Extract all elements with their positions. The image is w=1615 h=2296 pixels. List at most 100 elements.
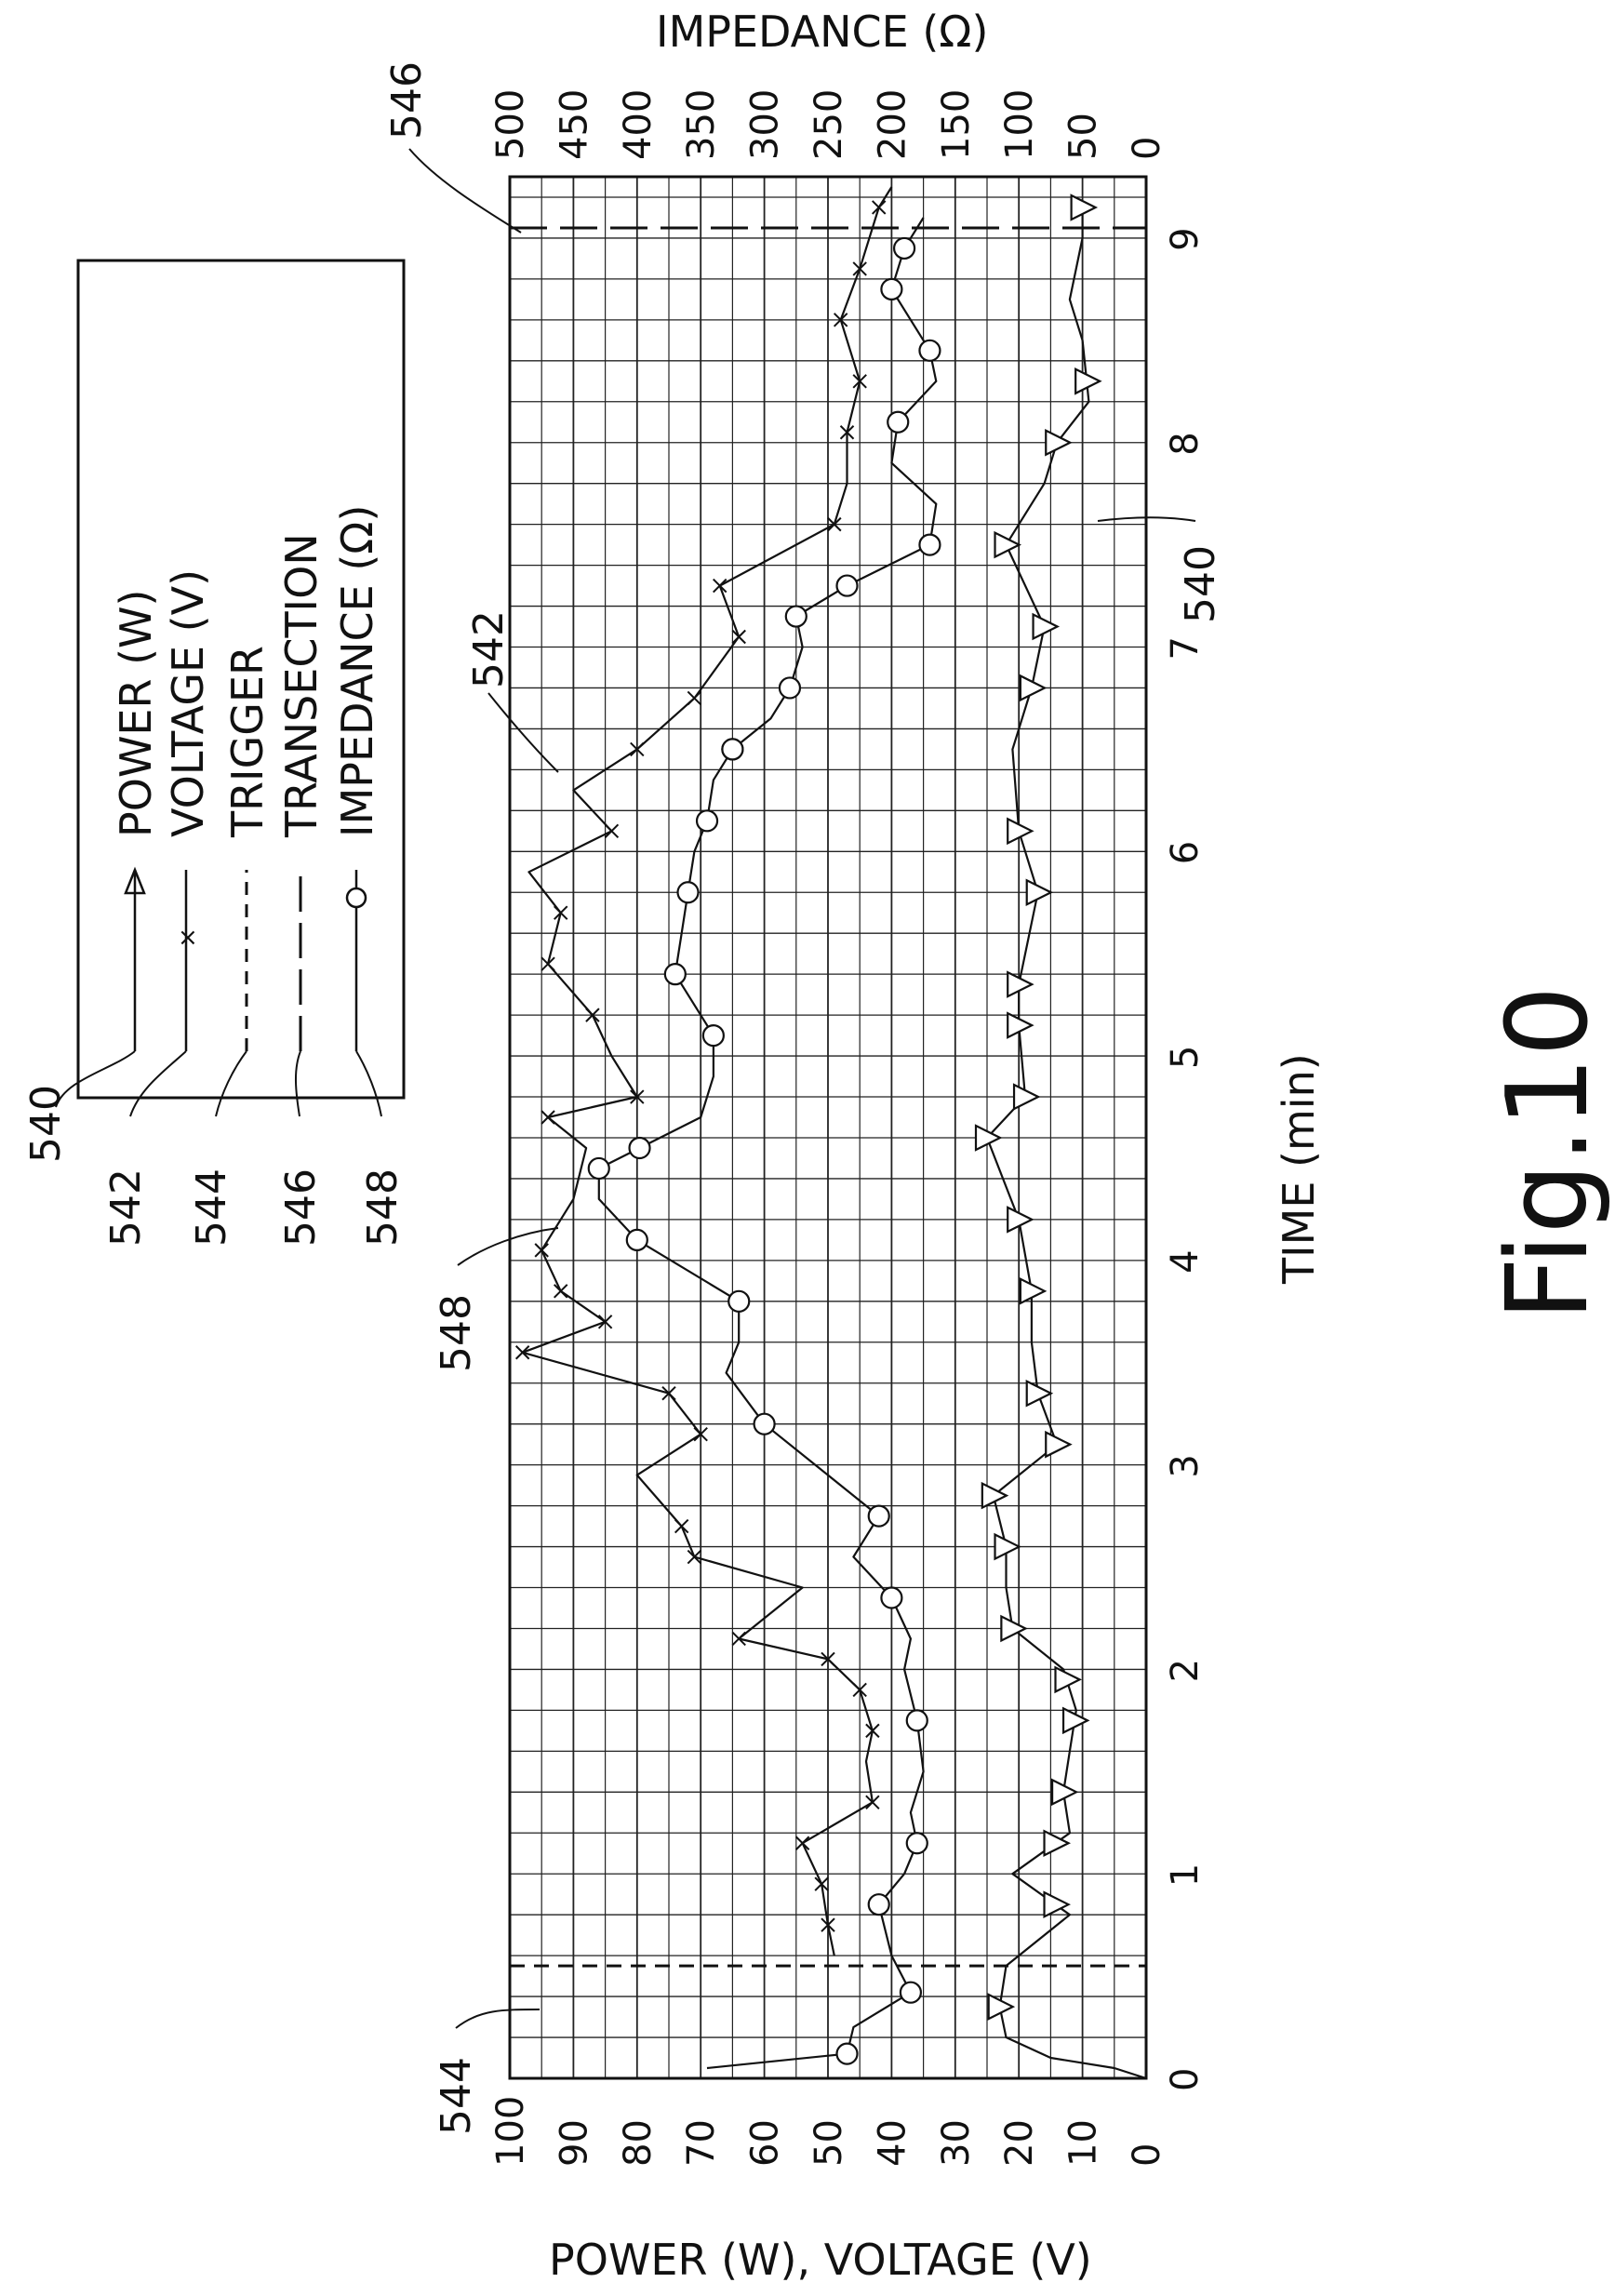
y-left-tick-label: 70 — [680, 2119, 723, 2167]
impedance-point — [665, 964, 686, 984]
ref-540-legend: 540 — [22, 1085, 70, 1163]
legend-label-voltage: VOLTAGE (V) — [163, 569, 213, 837]
series-layer — [516, 187, 1146, 2078]
y-left-tick-label: 50 — [808, 2119, 850, 2167]
legend-label-transection: TRANSECTION — [276, 533, 327, 838]
ref-548-plot: 548 — [433, 1294, 480, 1372]
impedance-point — [678, 882, 699, 902]
ref-542-legend: 542 — [102, 1168, 150, 1247]
impedance-point — [589, 1158, 609, 1179]
ref-546-top: 546 — [383, 61, 431, 140]
x-tick-label: 3 — [1164, 1454, 1207, 1477]
y-left-tick-label: 10 — [1062, 2119, 1105, 2167]
y-right-tick-label: 300 — [744, 89, 787, 160]
plot-area: 0 10 20 30 40 50 60 70 80 90 100 0 50 100 150 200 250 300… — [489, 89, 1207, 2167]
impedance-point — [837, 2044, 858, 2064]
y-right-tick-label: 100 — [998, 89, 1041, 160]
legend-label-trigger: TRIGGER — [222, 646, 273, 838]
impedance-point — [627, 1230, 647, 1250]
y-left-tick-label: 30 — [935, 2119, 978, 2167]
voltage-point — [605, 824, 618, 837]
power-point — [1046, 1433, 1070, 1457]
voltage-point — [554, 1285, 567, 1298]
power-point — [995, 533, 1020, 557]
y-right-tick-label: 500 — [489, 89, 532, 160]
y-left-tick-label: 0 — [1126, 2143, 1168, 2167]
impedance-point — [869, 1894, 889, 1915]
figure-label: Fig.10 — [1484, 985, 1613, 1321]
x-tick-label: 9 — [1164, 227, 1207, 250]
y-right-tick-label: 50 — [1062, 113, 1105, 160]
power-point — [1045, 1892, 1069, 1916]
power-point — [1034, 615, 1058, 639]
legend-label-power: POWER (W) — [111, 590, 161, 837]
y-right-tick-label: 150 — [935, 89, 978, 160]
y-right-tick-label: 400 — [617, 89, 660, 160]
y-right-tick-label: 200 — [871, 89, 914, 160]
ref-544-plot: 544 — [433, 2057, 480, 2135]
legend-entry-power: POWER (W) 540 — [22, 590, 161, 1163]
x-marker-icon: × — [178, 924, 198, 952]
impedance-point — [894, 238, 914, 259]
impedance-point — [780, 677, 800, 698]
y-right-tick-label: 0 — [1126, 137, 1168, 160]
power-point — [1056, 1667, 1080, 1691]
x-tick-label: 8 — [1164, 432, 1207, 455]
impedance-point — [786, 607, 807, 627]
impedance-point — [697, 810, 717, 831]
impedance-point — [869, 1506, 889, 1527]
impedance-point — [919, 340, 940, 361]
ref-542-plot: 542 — [465, 610, 513, 688]
ref-540-plot: 540 — [1177, 545, 1224, 623]
impedance-point — [630, 1138, 650, 1158]
power-point — [1008, 819, 1032, 843]
circle-marker-icon — [347, 888, 366, 907]
legend-entry-impedance: IMPEDANCE (Ω) 548 — [332, 505, 407, 1247]
voltage-point — [796, 1836, 809, 1849]
ref-544-legend: 544 — [188, 1168, 235, 1247]
y-left-tick-label: 60 — [744, 2119, 787, 2167]
series-line-voltage-v — [523, 187, 892, 1956]
impedance-point — [907, 1833, 928, 1853]
y-right-tick-label: 350 — [680, 89, 723, 160]
x-tick-label: 5 — [1164, 1046, 1207, 1069]
legend-label-impedance: IMPEDANCE (Ω) — [332, 505, 382, 837]
y-right-tick-label: 250 — [808, 89, 850, 160]
x-tick-label: 1 — [1164, 1863, 1207, 1887]
voltage-point — [541, 957, 554, 970]
tick-labels: 0 10 20 30 40 50 60 70 80 90 100 0 50 100 150 200 250 300… — [489, 89, 1207, 2167]
x-tick-label: 2 — [1164, 1659, 1207, 1682]
x-tick-label: 4 — [1164, 1249, 1207, 1273]
power-point — [1027, 880, 1051, 904]
impedance-point — [837, 576, 858, 596]
impedance-point — [907, 1710, 928, 1730]
legend-entry-transection: TRANSECTION 546 — [276, 533, 327, 1247]
voltage-point — [675, 1520, 688, 1533]
impedance-point — [901, 1982, 921, 2003]
y-left-tick-label: 80 — [617, 2119, 660, 2167]
impedance-point — [703, 1025, 724, 1046]
x-tick-label: 6 — [1164, 841, 1207, 864]
y-left-tick-label: 40 — [871, 2119, 914, 2167]
impedance-point — [754, 1414, 775, 1435]
voltage-point — [732, 631, 745, 644]
voltage-point — [554, 906, 567, 919]
voltage-point — [732, 1632, 745, 1645]
y-left-tick-label: 100 — [489, 2096, 532, 2167]
impedance-point — [881, 279, 901, 300]
power-point — [976, 1126, 1000, 1150]
y-left-axis-title: POWER (W), VOLTAGE (V) — [549, 2235, 1092, 2285]
ref-548-legend: 548 — [359, 1168, 407, 1247]
power-point — [1046, 431, 1070, 455]
voltage-point — [714, 580, 727, 593]
y-left-tick-label: 20 — [998, 2119, 1041, 2167]
power-point — [1027, 1382, 1051, 1406]
legend: POWER (W) 540 × VOLTAGE (V) 542 TRIGGER … — [22, 260, 407, 1247]
y-right-axis-title: IMPEDANCE (Ω) — [656, 7, 988, 57]
y-right-tick-label: 450 — [553, 89, 595, 160]
x-axis-title: TIME (min) — [1274, 1053, 1324, 1285]
y-left-tick-label: 90 — [553, 2119, 595, 2167]
power-point — [1014, 1085, 1038, 1109]
ref-546-legend: 546 — [277, 1168, 325, 1247]
